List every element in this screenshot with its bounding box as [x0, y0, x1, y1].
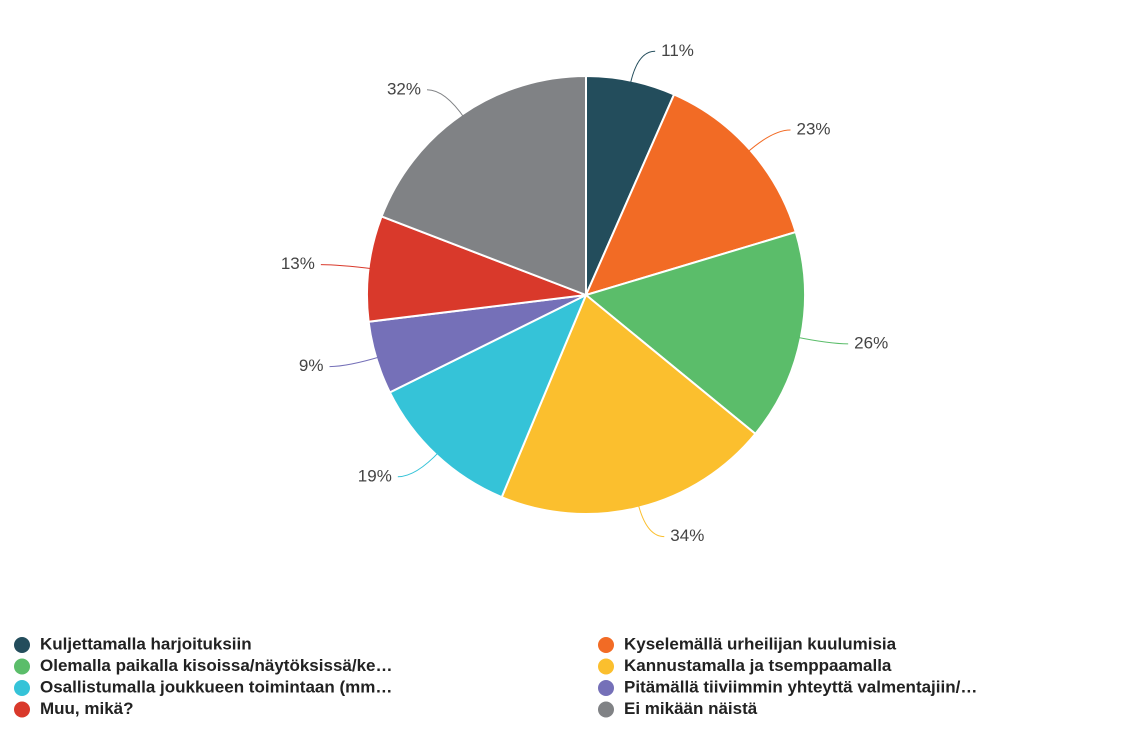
- legend-label: Olemalla paikalla kisoissa/näytöksissä/k…: [40, 656, 392, 675]
- legend-label: Pitämällä tiiviimmin yhteyttä valmentaji…: [624, 677, 977, 696]
- legend-label: Kannustamalla ja tsemppaamalla: [624, 656, 892, 675]
- legend-label: Osallistumalla joukkueen toimintaan (mm…: [40, 677, 392, 696]
- leader-line: [397, 450, 441, 478]
- legend-label: Muu, mikä?: [40, 699, 134, 718]
- leader-line: [795, 336, 849, 345]
- leader-line: [426, 89, 466, 119]
- legend-marker: [598, 658, 614, 675]
- data-label: 26%: [854, 333, 888, 352]
- legend-label: Kyselemällä urheilijan kuulumisia: [624, 634, 897, 653]
- legend-marker: [598, 637, 614, 653]
- legend-marker: [14, 637, 30, 653]
- leader-line: [320, 264, 374, 270]
- data-label: 13%: [281, 254, 315, 273]
- legend-marker: [14, 658, 30, 675]
- legend-label: Ei mikään näistä: [624, 699, 758, 718]
- legend-marker: [598, 701, 614, 718]
- data-label: 34%: [670, 526, 704, 545]
- data-label: 11%: [661, 41, 694, 60]
- leader-line: [329, 356, 382, 368]
- legend-marker: [14, 701, 30, 718]
- leader-line: [637, 502, 665, 538]
- data-label: 32%: [387, 79, 421, 98]
- legend-label: Kuljettamalla harjoituksiin: [40, 634, 252, 653]
- data-label: 19%: [358, 466, 392, 485]
- leader-line: [745, 129, 791, 154]
- data-label: 23%: [796, 120, 830, 139]
- legend-marker: [598, 680, 614, 696]
- leader-line: [629, 50, 656, 86]
- legend-marker: [14, 680, 30, 696]
- data-label: 9%: [299, 356, 324, 375]
